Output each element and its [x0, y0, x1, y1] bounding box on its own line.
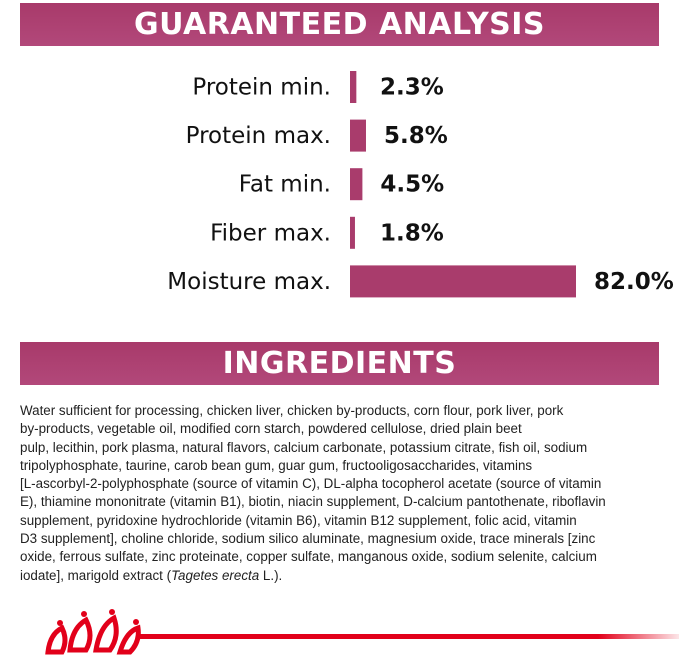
- value-label: 82.0%: [594, 269, 674, 295]
- bar: [350, 265, 576, 298]
- footer-line: [140, 634, 679, 639]
- ingredients-part: L.).: [259, 567, 283, 583]
- category-label: Protein min.: [192, 75, 331, 101]
- italic-name: Tagetes erecta: [171, 567, 260, 583]
- category-label: Protein max.: [186, 123, 331, 149]
- ingredients-line: oxide, ferrous sulfate, zinc proteinate,…: [20, 549, 597, 565]
- chart: Protein min. 2.3% Protein max. 5.8% Fat min.…: [167, 71, 674, 298]
- ingredients-line: iodate], marigold extract (Tagetes erect…: [20, 567, 670, 585]
- category-label: Fiber max.: [210, 220, 331, 246]
- chart-title: GUARANTEED ANALYSIS: [20, 3, 659, 46]
- value-label: 1.8%: [380, 220, 444, 246]
- category-label: Moisture max.: [167, 269, 331, 295]
- value-label: 5.8%: [384, 123, 448, 149]
- category-label: Fat min.: [239, 172, 331, 198]
- ingredients-title: INGREDIENTS: [20, 342, 659, 385]
- value-label: 2.3%: [380, 75, 444, 101]
- ingredients-line: E), thiamine mononitrate (vitamin B1), b…: [20, 494, 606, 510]
- ingredients-line: pulp, lecithin, pork plasma, natural fla…: [20, 439, 588, 455]
- bar: [350, 216, 355, 249]
- ingredients-part: iodate], marigold extract (: [20, 567, 172, 583]
- ingredients-text: Water sufficient for processing, chicken…: [20, 402, 670, 585]
- bar: [350, 168, 363, 201]
- crown: [45, 614, 141, 655]
- bar: [350, 71, 357, 103]
- ingredients-line: by-products, vegetable oil, modified cor…: [20, 421, 522, 437]
- value-label: 4.5%: [380, 172, 444, 198]
- ingredients-line: tripolyphosphate, taurine, carob bean gu…: [20, 457, 533, 473]
- ingredients-line: supplement, pyridoxine hydrochloride (vi…: [20, 512, 577, 528]
- ingredients-line: D3 supplement], choline chloride, sodium…: [20, 531, 596, 547]
- bar: [350, 119, 366, 152]
- ingredients-line: [L-ascorbyl-2-polyphosphate (source of v…: [20, 476, 602, 492]
- ingredients-line: Water sufficient for processing, chicken…: [20, 403, 564, 418]
